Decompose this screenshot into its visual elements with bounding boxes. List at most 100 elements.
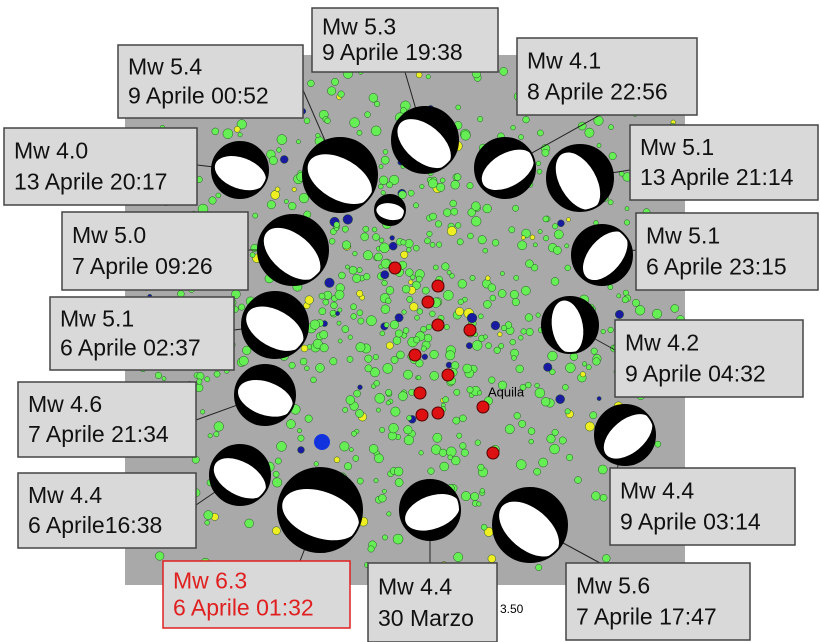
epicenter <box>543 216 549 222</box>
label-magnitude: Mw 5.3 <box>322 14 396 40</box>
epicenter <box>454 174 461 181</box>
epicenter <box>421 346 426 351</box>
epicenter <box>406 269 414 277</box>
epicenter <box>214 431 219 436</box>
epicenter <box>513 205 519 211</box>
epicenter <box>491 321 500 330</box>
main-shock <box>389 262 401 274</box>
epicenter <box>519 135 524 140</box>
epicenter <box>371 126 381 136</box>
epicenter <box>440 178 445 183</box>
epicenter <box>349 448 353 452</box>
label-magnitude: Mw 4.1 <box>527 48 601 74</box>
epicenter <box>325 118 331 124</box>
epicenter <box>439 449 446 456</box>
epicenter <box>526 260 534 268</box>
epicenter <box>535 383 540 388</box>
epicenter <box>401 240 406 245</box>
epicenter <box>343 215 353 225</box>
epicenter <box>523 116 530 123</box>
epicenter <box>284 199 288 203</box>
epicenter <box>363 226 369 232</box>
epicenter <box>373 354 378 359</box>
epicenter <box>347 356 353 362</box>
epicenter <box>320 344 328 352</box>
epicenter <box>471 492 479 500</box>
epicenter <box>374 253 382 261</box>
epicenter <box>622 297 628 303</box>
epicenter <box>500 67 508 75</box>
epicenter <box>413 203 418 208</box>
epicenter <box>590 412 597 419</box>
epicenter <box>364 273 371 280</box>
epicenter <box>447 226 456 235</box>
epicenter <box>652 309 661 318</box>
epicenter <box>617 294 621 298</box>
epicenter <box>424 334 432 342</box>
epicenter <box>525 314 533 322</box>
epicenter <box>335 311 339 315</box>
epicenter <box>381 305 390 314</box>
epicenter <box>395 478 403 486</box>
epicenter <box>386 401 390 405</box>
epicenter <box>387 182 393 188</box>
epicenter <box>430 213 437 220</box>
map: Aquila 3.50 Mw 5.39 Aprile 19:38Mw 5.49 … <box>0 0 820 642</box>
tick-label: 3.50 <box>500 602 524 616</box>
epicenter <box>342 226 348 232</box>
epicenter <box>393 337 401 345</box>
epicenter <box>483 300 491 308</box>
epicenter <box>422 287 429 294</box>
epicenter <box>600 494 607 501</box>
label-date: 6 Aprile16:38 <box>28 512 162 538</box>
epicenter <box>552 223 558 229</box>
epicenter <box>585 422 594 431</box>
epicenter <box>565 244 569 248</box>
epicenter <box>298 446 305 453</box>
epicenter <box>310 320 320 330</box>
epicenter <box>483 335 487 339</box>
epicenter <box>358 385 363 390</box>
epicenter <box>382 535 387 540</box>
epicenter <box>277 135 287 145</box>
label-magnitude: Mw 5.0 <box>72 222 146 248</box>
epicenter <box>365 112 371 118</box>
epicenter <box>304 118 310 124</box>
epicenter <box>510 290 518 298</box>
epicenter <box>486 343 492 349</box>
epicenter <box>463 364 472 373</box>
epicenter <box>275 458 281 464</box>
main-shock <box>477 401 489 413</box>
epicenter <box>197 379 202 384</box>
epicenter <box>512 298 519 305</box>
epicenter <box>433 433 442 442</box>
epicenter <box>208 434 212 438</box>
epicenter <box>374 454 383 463</box>
epicenter <box>329 238 335 244</box>
epicenter <box>488 555 496 563</box>
epicenter <box>453 417 460 424</box>
epicenter <box>407 416 412 421</box>
epicenter <box>455 223 461 229</box>
epicenter <box>483 248 488 253</box>
epicenter <box>413 337 419 343</box>
epicenter <box>389 242 397 250</box>
epicenter <box>477 391 481 395</box>
epicenter <box>205 377 210 382</box>
epicenter <box>443 209 451 217</box>
epicenter <box>389 423 399 433</box>
epicenter <box>382 489 386 493</box>
label-magnitude: Mw 4.4 <box>620 478 694 504</box>
label-magnitude: Mw 5.1 <box>640 134 714 160</box>
main-shock <box>432 280 444 292</box>
epicenter <box>155 372 161 378</box>
epicenter <box>394 467 403 476</box>
epicenter <box>205 520 210 525</box>
epicenter <box>353 455 359 461</box>
main-shock <box>414 387 426 399</box>
epicenter <box>565 409 570 414</box>
epicenter <box>238 133 242 137</box>
epicenter <box>511 355 516 360</box>
epicenter <box>379 494 387 502</box>
epicenter <box>554 230 563 239</box>
